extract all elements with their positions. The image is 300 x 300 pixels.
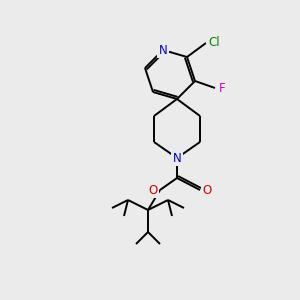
Text: N: N [172, 152, 182, 164]
Text: Cl: Cl [208, 35, 220, 49]
Text: O: O [202, 184, 211, 196]
Text: F: F [219, 82, 225, 94]
Text: O: O [148, 184, 158, 196]
Text: N: N [159, 44, 167, 56]
